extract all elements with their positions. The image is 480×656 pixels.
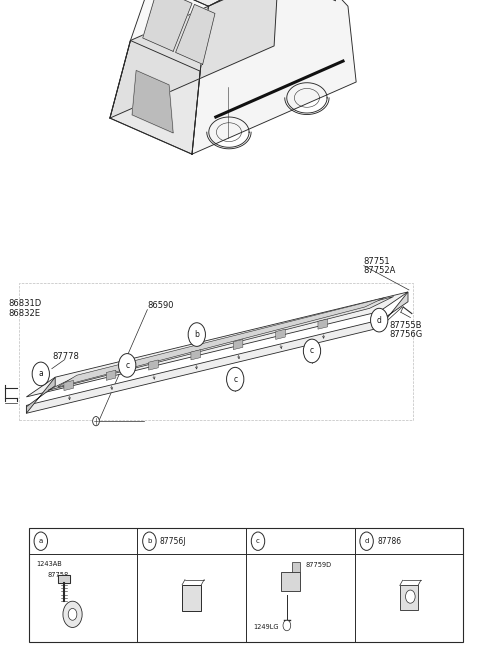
Polygon shape	[276, 329, 285, 339]
Circle shape	[63, 601, 82, 627]
Polygon shape	[26, 320, 379, 413]
Bar	[182, 585, 201, 611]
Polygon shape	[191, 350, 201, 360]
Text: 87759D: 87759D	[305, 562, 331, 567]
Bar	[29, 528, 463, 642]
Polygon shape	[58, 298, 384, 387]
Circle shape	[68, 609, 77, 621]
Polygon shape	[58, 575, 70, 583]
Circle shape	[119, 354, 136, 377]
Circle shape	[143, 532, 156, 550]
Circle shape	[32, 362, 49, 386]
Text: 86590: 86590	[148, 301, 174, 310]
Text: c: c	[256, 538, 260, 544]
Text: c: c	[233, 375, 237, 384]
Circle shape	[34, 532, 48, 550]
Polygon shape	[106, 370, 116, 380]
Circle shape	[93, 417, 99, 426]
Text: b: b	[194, 330, 199, 339]
Polygon shape	[110, 0, 208, 154]
Circle shape	[406, 590, 415, 604]
Circle shape	[188, 323, 205, 346]
Text: 1249LG: 1249LG	[253, 625, 279, 630]
Text: c: c	[125, 361, 129, 370]
Text: 87778: 87778	[53, 352, 80, 361]
Polygon shape	[110, 41, 200, 154]
Bar	[400, 586, 418, 610]
Circle shape	[252, 532, 265, 550]
Polygon shape	[151, 0, 303, 7]
Polygon shape	[176, 5, 215, 64]
Polygon shape	[379, 292, 408, 328]
Text: a: a	[38, 369, 43, 379]
Polygon shape	[26, 377, 55, 413]
Bar	[292, 562, 300, 571]
Text: 1243AB: 1243AB	[36, 561, 62, 567]
Text: 87752A: 87752A	[364, 266, 396, 275]
Text: 86831D: 86831D	[9, 299, 42, 308]
Text: 87756G: 87756G	[390, 330, 423, 339]
Polygon shape	[48, 297, 394, 390]
Polygon shape	[149, 360, 158, 370]
Circle shape	[371, 308, 388, 332]
Text: 87755B: 87755B	[390, 321, 422, 330]
Polygon shape	[233, 339, 243, 350]
Polygon shape	[245, 0, 336, 1]
Circle shape	[360, 532, 373, 550]
Circle shape	[283, 621, 291, 631]
Text: d: d	[377, 316, 382, 325]
Polygon shape	[318, 319, 327, 329]
Text: a: a	[39, 538, 43, 544]
Text: b: b	[147, 538, 152, 544]
Text: 87751: 87751	[364, 256, 390, 266]
Polygon shape	[26, 292, 408, 397]
Polygon shape	[192, 0, 356, 154]
Text: 86832E: 86832E	[9, 308, 41, 318]
Circle shape	[303, 339, 321, 363]
Text: c: c	[310, 346, 314, 356]
Text: 87786: 87786	[377, 537, 401, 546]
Circle shape	[227, 367, 244, 391]
Text: 87756J: 87756J	[160, 537, 186, 546]
Text: 87758: 87758	[48, 572, 69, 578]
Polygon shape	[143, 0, 192, 51]
Bar	[281, 571, 300, 592]
Polygon shape	[110, 0, 278, 118]
Polygon shape	[64, 380, 73, 390]
Text: d: d	[364, 538, 369, 544]
Polygon shape	[132, 70, 173, 133]
